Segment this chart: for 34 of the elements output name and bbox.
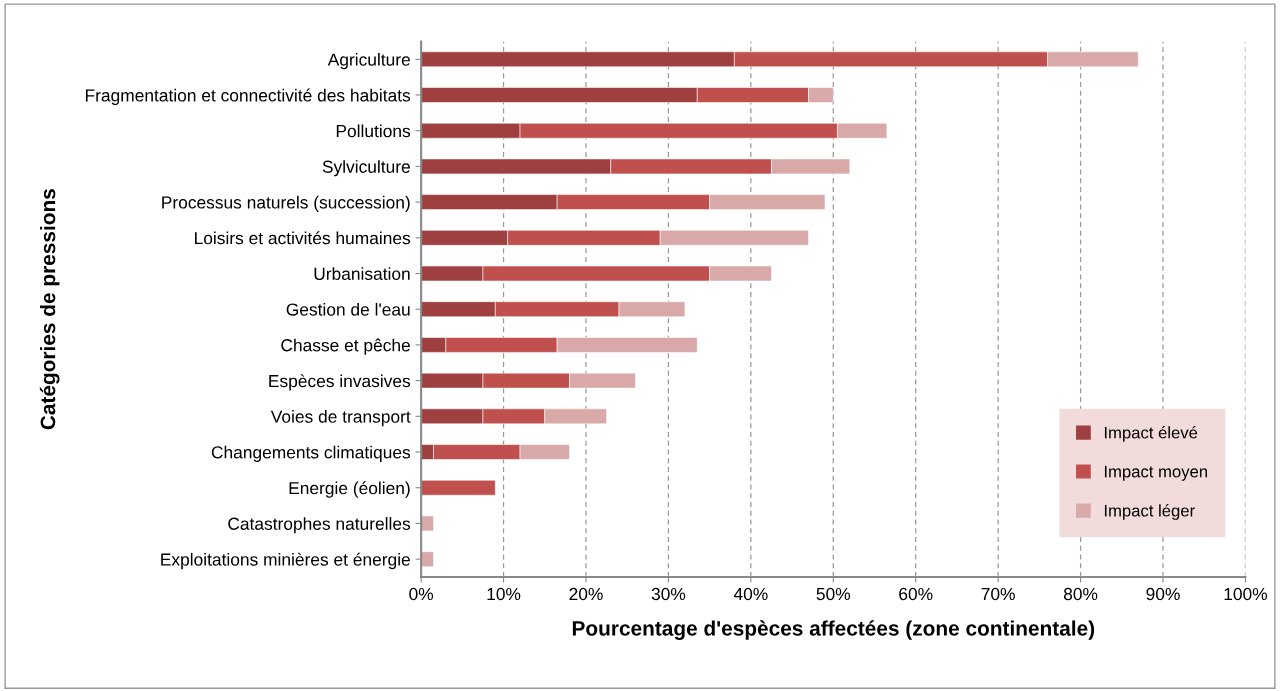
x-tick-label: 30% <box>651 587 686 601</box>
x-tick-label: 80% <box>1063 587 1098 601</box>
x-axis-title: Pourcentage d'espèces affectées (zone continentale) <box>572 620 1095 640</box>
x-tick-label: 20% <box>569 587 603 601</box>
bar <box>421 515 434 532</box>
x-tick-label: 10% <box>487 587 521 601</box>
y-tick-label: Urbanisation <box>314 267 410 280</box>
x-tick-label: 90% <box>1146 587 1180 601</box>
y-tick-label: Exploitations minières et énergie <box>161 552 410 570</box>
bar <box>421 479 496 496</box>
x-tick-label: 50% <box>816 587 851 601</box>
y-tick-label: Changements climatiques <box>211 445 411 462</box>
y-tick-label: Chasse et pêche <box>281 338 410 355</box>
y-tick-label: Processus naturels (succession) <box>162 195 410 212</box>
y-axis-title: Catégories de pressions <box>39 189 60 430</box>
x-tick-label: 60% <box>899 587 933 601</box>
y-tick-label: Pollutions <box>336 124 411 138</box>
y-tick-label: Gestion de l'eau <box>286 302 410 316</box>
y-tick-label: Catastrophes naturelles <box>228 517 411 534</box>
y-tick-label: Fragmentation et connectivité des habitats <box>85 88 411 106</box>
y-tick-label: Espèces invasives <box>269 374 411 391</box>
x-tick-label: 100% <box>1224 587 1268 601</box>
legend-label: Impact élevé <box>1104 426 1198 442</box>
legend-label: Impact léger <box>1104 504 1195 520</box>
y-tick-label: Voies de transport <box>270 410 411 427</box>
y-tick-label: Agriculture <box>327 53 410 70</box>
bar <box>421 551 434 567</box>
y-tick-label: Energie (éolien) <box>289 481 410 498</box>
x-tick-label: 40% <box>733 587 768 601</box>
x-tick-label: 0% <box>409 587 434 601</box>
y-tick-label: Loisirs et activités humaines <box>195 231 411 245</box>
legend-label: Impact moyen <box>1104 465 1207 481</box>
x-tick-label: 70% <box>981 587 1015 601</box>
y-tick-label: Sylviculture <box>322 160 410 177</box>
